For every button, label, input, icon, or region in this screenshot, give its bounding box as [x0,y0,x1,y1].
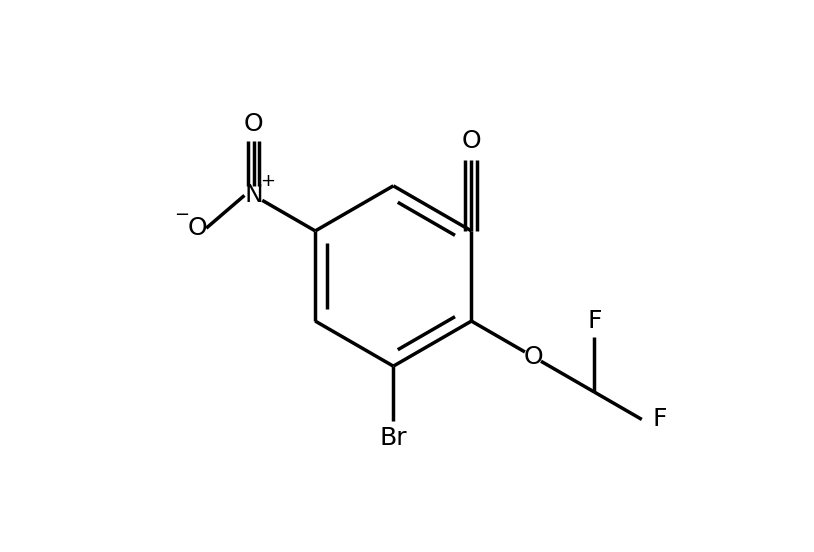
Text: O: O [244,113,264,136]
Text: +: + [260,172,275,190]
Text: O: O [462,129,481,153]
Text: F: F [587,309,602,333]
Text: F: F [653,407,667,432]
Text: O: O [523,344,543,369]
Text: N: N [244,183,263,208]
Text: Br: Br [379,426,407,450]
Text: −: − [174,205,189,224]
Text: O: O [187,216,207,240]
